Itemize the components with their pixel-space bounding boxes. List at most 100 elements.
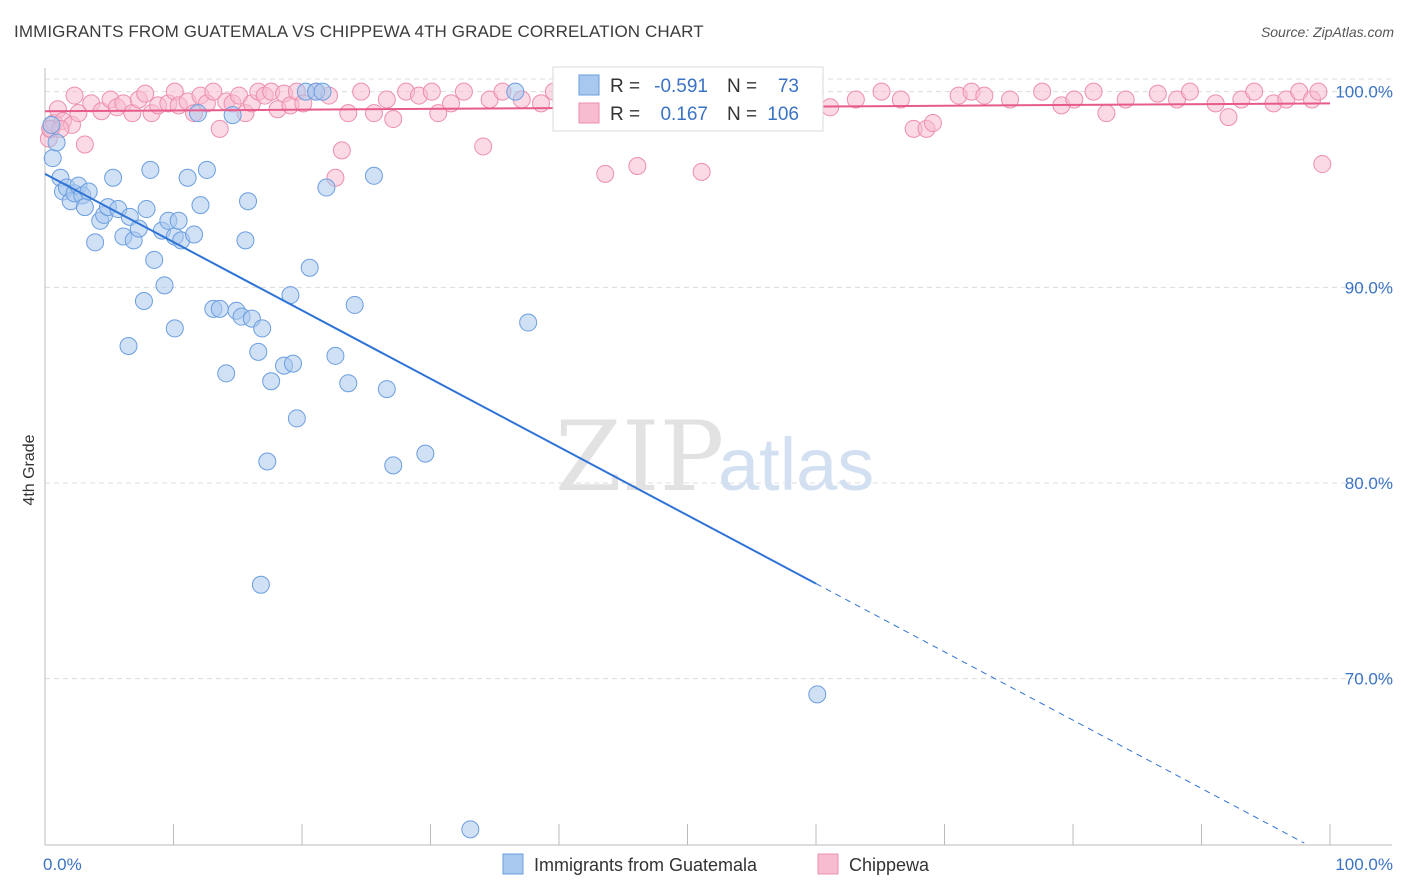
chippewa-point — [1148, 84, 1167, 103]
y-tick-label: 70.0% — [1345, 670, 1393, 689]
x-tick-label: 100.0% — [1335, 855, 1393, 874]
guatemala-point — [104, 168, 123, 187]
watermark-atlas: atlas — [718, 423, 874, 506]
chippewa-point — [846, 90, 865, 109]
legend-n-label: N = — [727, 76, 757, 97]
chippewa-point — [204, 82, 223, 101]
chippewa-point — [1084, 82, 1103, 101]
guatemala-point — [236, 231, 255, 250]
bottom-legend-label-pink: Chippewa — [849, 855, 930, 875]
guatemala-points — [42, 82, 827, 839]
chippewa-point — [692, 162, 711, 181]
guatemala-point — [258, 452, 277, 471]
bottom-legend-swatch-blue — [502, 853, 524, 875]
chippewa-point — [65, 86, 84, 105]
chippewa-point — [339, 104, 358, 123]
watermark: ZIP atlas — [555, 401, 874, 513]
chart-title: IMMIGRANTS FROM GUATEMALA VS CHIPPEWA 4T… — [14, 22, 704, 41]
chippewa-point — [332, 141, 351, 160]
guatemala-trend-line — [44, 172, 817, 585]
guatemala-point — [119, 337, 138, 356]
legend-n-label: N = — [727, 104, 757, 125]
tick-labels: 70.0% 80.0% 90.0% 100.0% 0.0% 100.0% — [43, 83, 1393, 874]
chippewa-point — [352, 82, 371, 101]
chippewa-point — [596, 164, 615, 183]
chippewa-point — [891, 90, 910, 109]
guatemala-point — [165, 319, 184, 338]
guatemala-point — [300, 258, 319, 277]
guatemala-point — [47, 133, 66, 152]
chippewa-point — [377, 90, 396, 109]
guatemala-point — [145, 250, 164, 269]
guatemala-point — [339, 374, 358, 393]
chippewa-point — [474, 137, 493, 156]
x-tick-label: 0.0% — [43, 855, 82, 874]
guatemala-point — [313, 82, 332, 101]
guatemala-trend-extension — [815, 583, 1305, 844]
bottom-legend-label-blue: Immigrants from Guatemala — [534, 855, 758, 875]
chippewa-point — [210, 119, 229, 138]
guatemala-point — [43, 149, 62, 168]
legend-r-value-blue: -0.591 — [654, 76, 708, 97]
guatemala-point — [326, 346, 345, 365]
guatemala-point — [262, 372, 281, 391]
legend-swatch-pink — [578, 102, 600, 124]
bottom-legend: Immigrants from Guatemala Chippewa — [502, 853, 930, 875]
chippewa-point — [1245, 82, 1264, 101]
chippewa-point — [1065, 90, 1084, 109]
chippewa-point — [1180, 82, 1199, 101]
chippewa-point — [1001, 90, 1020, 109]
legend-r-value-pink: 0.167 — [660, 104, 708, 125]
guatemala-point — [134, 292, 153, 311]
watermark-zip: ZIP — [555, 401, 724, 513]
guatemala-point — [808, 685, 827, 704]
legend-n-value-blue: 73 — [778, 76, 799, 97]
chippewa-point — [1309, 82, 1328, 101]
guatemala-point — [178, 168, 197, 187]
chippewa-point — [1033, 82, 1052, 101]
y-axis-label: 4th Grade — [21, 434, 38, 505]
guatemala-point — [155, 276, 174, 295]
guatemala-point — [75, 198, 94, 217]
guatemala-point — [137, 200, 156, 219]
guatemala-point — [416, 444, 435, 463]
guatemala-point — [249, 342, 268, 361]
guatemala-point — [188, 104, 207, 123]
grid-lines — [45, 78, 1392, 680]
guatemala-point — [42, 115, 61, 134]
legend-swatch-blue — [578, 74, 600, 96]
legend-box: R = -0.591 N = 73 R = 0.167 N = 106 — [552, 66, 824, 132]
guatemala-point — [287, 409, 306, 428]
guatemala-point — [384, 456, 403, 475]
guatemala-point — [364, 166, 383, 185]
chippewa-point — [1097, 104, 1116, 123]
legend-n-value-pink: 106 — [767, 104, 799, 125]
guatemala-point — [210, 299, 229, 318]
chippewa-point — [384, 110, 403, 129]
chippewa-point — [628, 157, 647, 176]
guatemala-point — [461, 820, 480, 839]
chart-source: Source: ZipAtlas.com — [1260, 24, 1394, 40]
guatemala-point — [141, 160, 160, 179]
chippewa-point — [364, 104, 383, 123]
y-tick-label: 80.0% — [1345, 474, 1393, 493]
guatemala-point — [284, 354, 303, 373]
chippewa-point — [136, 84, 155, 103]
guatemala-point — [317, 178, 336, 197]
chippewa-point — [532, 94, 551, 113]
y-tick-label: 100.0% — [1335, 83, 1393, 102]
chippewa-point — [422, 82, 441, 101]
chippewa-point — [442, 94, 461, 113]
guatemala-point — [169, 211, 188, 230]
guatemala-point — [519, 313, 538, 332]
chippewa-point — [975, 86, 994, 105]
guatemala-point — [191, 196, 210, 215]
chippewa-point — [923, 113, 942, 132]
guatemala-point — [217, 364, 236, 383]
guatemala-point — [197, 160, 216, 179]
axes — [44, 68, 1392, 846]
chippewa-point — [75, 135, 94, 154]
guatemala-point — [239, 192, 258, 211]
y-tick-label: 90.0% — [1345, 278, 1393, 297]
